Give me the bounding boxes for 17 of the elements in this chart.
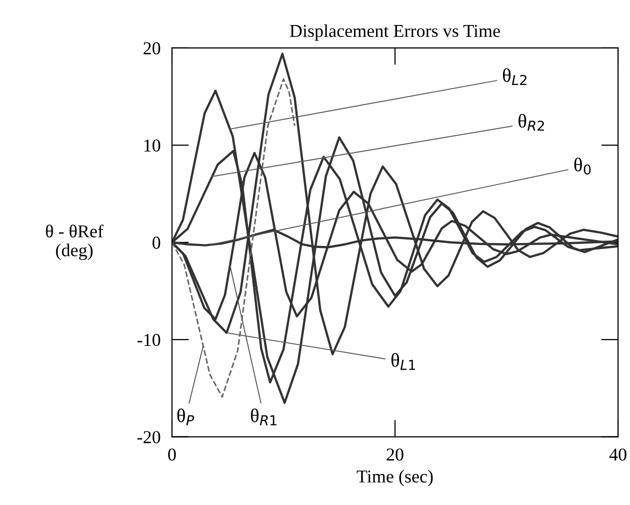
x-tick-label: 40 — [609, 448, 626, 461]
text: θ$_{L2}$ — [502, 68, 526, 85]
x-tick-label: 20 — [386, 448, 404, 461]
text: θ$_{L1}$ — [391, 353, 416, 370]
x-tick-label: 0 — [168, 448, 176, 461]
text: θ$_{R1}$ — [250, 408, 276, 426]
y-tick-label: 10 — [144, 139, 160, 152]
y-tick-label: 0 — [152, 236, 160, 249]
chart-title: Displacement Errors vs Time — [290, 24, 500, 41]
series-label: θ$_{P}$ — [177, 408, 194, 426]
y-tick-label: -20 — [137, 431, 160, 444]
x-axis-title: Time (sec) — [356, 470, 433, 486]
y-tick-label: -10 — [137, 334, 160, 346]
text: θ$_{R2}$ — [518, 114, 544, 131]
y-axis-title: θ - θRef (deg) — [46, 224, 104, 260]
y-tick-label: 20 — [144, 42, 160, 54]
text: θ$_{0}$ — [574, 158, 591, 175]
